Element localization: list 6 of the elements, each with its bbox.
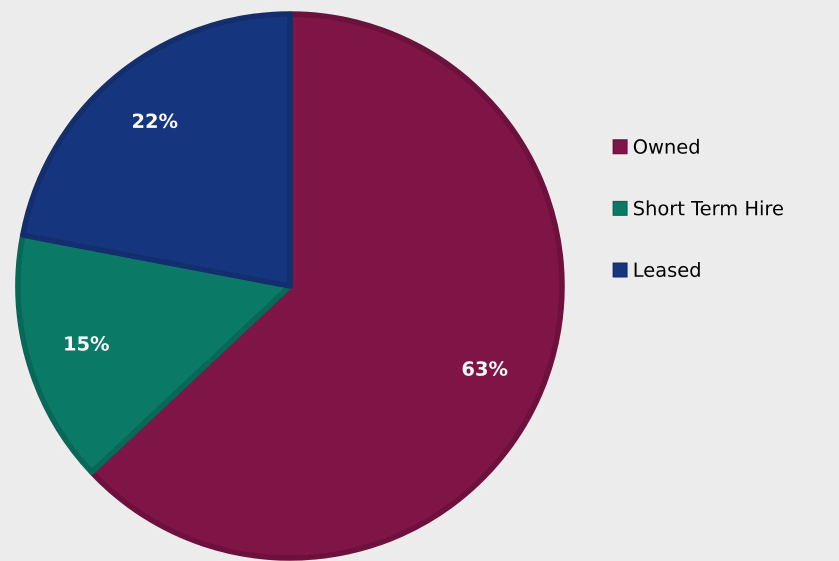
data-label: 15% <box>65 336 109 351</box>
data-label: 22% <box>133 113 178 128</box>
legend-label: Leased <box>634 262 700 278</box>
legend-label: Short Term Hire <box>634 200 783 216</box>
legend-label: Owned <box>634 138 699 154</box>
data-label: 63% <box>462 361 508 376</box>
